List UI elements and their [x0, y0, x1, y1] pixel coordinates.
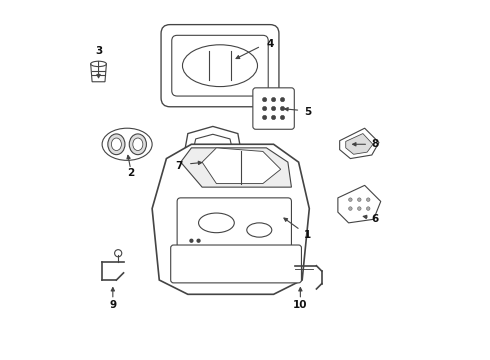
Ellipse shape [111, 138, 122, 150]
Circle shape [280, 115, 285, 120]
Circle shape [197, 239, 200, 242]
Circle shape [358, 207, 361, 210]
Ellipse shape [247, 223, 272, 237]
Ellipse shape [108, 134, 125, 155]
Text: 4: 4 [267, 39, 274, 49]
Circle shape [367, 207, 370, 210]
Text: 5: 5 [304, 107, 311, 117]
Ellipse shape [129, 134, 147, 155]
Circle shape [271, 115, 276, 120]
Polygon shape [346, 134, 373, 154]
Circle shape [263, 115, 267, 120]
Text: 3: 3 [95, 46, 102, 57]
Circle shape [280, 98, 285, 102]
Ellipse shape [198, 213, 234, 233]
Text: 9: 9 [109, 300, 117, 310]
Circle shape [348, 198, 352, 202]
Circle shape [348, 207, 352, 210]
Text: 2: 2 [127, 168, 134, 178]
Circle shape [190, 239, 193, 242]
Text: 7: 7 [175, 161, 183, 171]
Text: 6: 6 [372, 214, 379, 224]
Circle shape [358, 198, 361, 202]
FancyBboxPatch shape [172, 35, 268, 96]
FancyBboxPatch shape [177, 198, 292, 248]
FancyBboxPatch shape [253, 88, 294, 129]
FancyBboxPatch shape [161, 24, 279, 107]
FancyBboxPatch shape [171, 245, 301, 283]
Text: 10: 10 [293, 300, 308, 310]
Circle shape [115, 249, 122, 257]
Ellipse shape [102, 128, 152, 160]
Text: 8: 8 [372, 139, 379, 149]
Circle shape [271, 98, 276, 102]
Ellipse shape [182, 45, 258, 87]
Circle shape [367, 198, 370, 202]
Circle shape [263, 107, 267, 111]
Polygon shape [181, 148, 292, 187]
Ellipse shape [133, 138, 143, 150]
Polygon shape [181, 126, 245, 173]
Polygon shape [340, 128, 379, 158]
Polygon shape [338, 185, 381, 223]
Circle shape [280, 107, 285, 111]
Polygon shape [91, 64, 106, 82]
Circle shape [271, 107, 276, 111]
Circle shape [263, 98, 267, 102]
Ellipse shape [91, 61, 106, 67]
Polygon shape [202, 148, 281, 184]
Text: 1: 1 [304, 230, 311, 240]
Polygon shape [190, 134, 236, 166]
Polygon shape [152, 144, 309, 294]
